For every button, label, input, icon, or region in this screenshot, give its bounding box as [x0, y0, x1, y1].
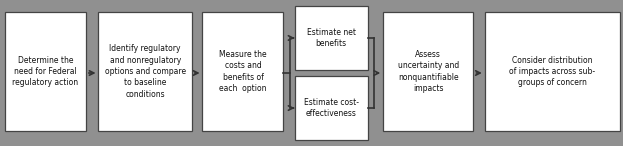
Bar [295, 6, 368, 70]
Text: Measure the
costs and
benefits of
each  option: Measure the costs and benefits of each o… [219, 50, 267, 93]
Text: Estimate net
benefits: Estimate net benefits [307, 28, 356, 48]
Text: Determine the
need for Federal
regulatory action: Determine the need for Federal regulator… [12, 56, 78, 87]
Bar [5, 12, 86, 131]
Text: Assess
uncertainty and
nonquantifiable
impacts: Assess uncertainty and nonquantifiable i… [397, 50, 459, 93]
Bar [485, 12, 620, 131]
Text: Estimate cost-
effectiveness: Estimate cost- effectiveness [303, 98, 359, 118]
Bar [98, 12, 192, 131]
Bar [295, 76, 368, 140]
Bar [202, 12, 283, 131]
Text: Identify regulatory
and nonregulatory
options and compare
to baseline
conditions: Identify regulatory and nonregulatory op… [105, 44, 186, 99]
Bar [383, 12, 473, 131]
Text: Consider distribution
of impacts across sub-
groups of concern: Consider distribution of impacts across … [509, 56, 596, 87]
